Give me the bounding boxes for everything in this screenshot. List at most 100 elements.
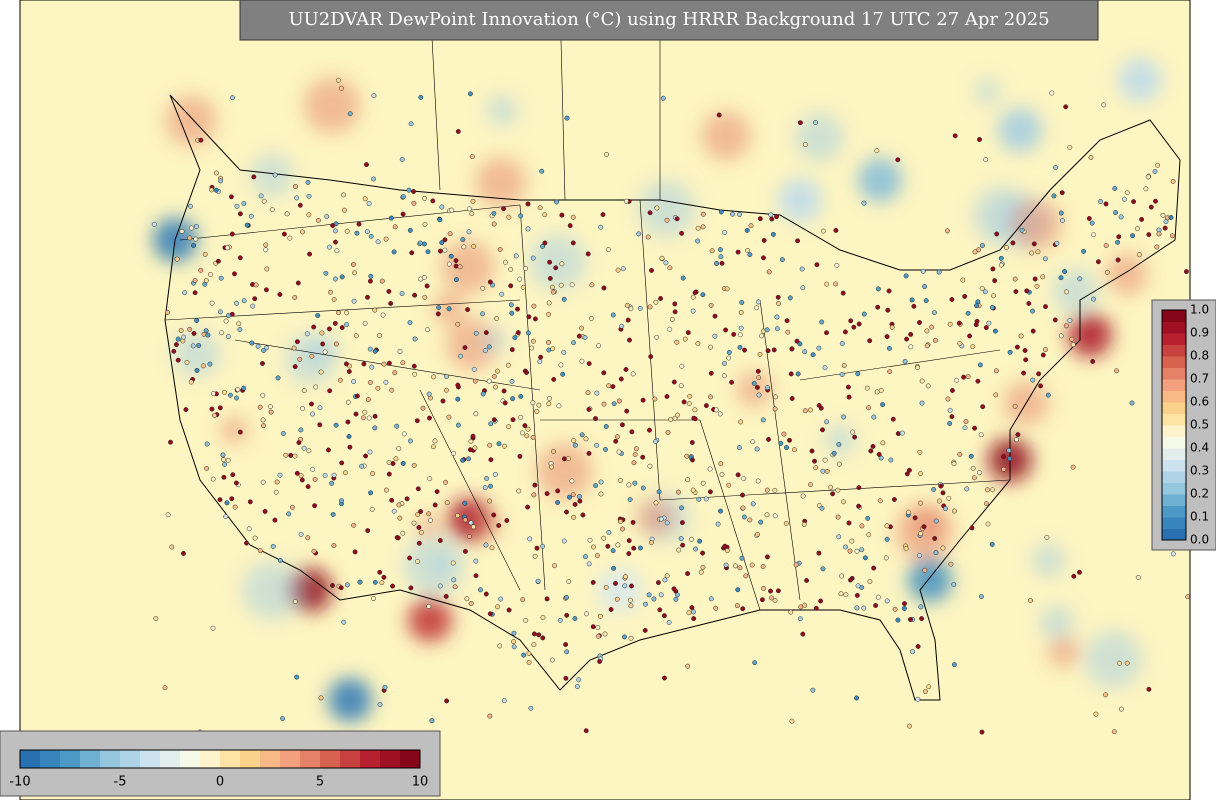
- observation-dot: [315, 217, 321, 223]
- colorbar-segment: [1162, 413, 1186, 426]
- observation-dot: [223, 318, 229, 324]
- observation-dot: [400, 211, 406, 217]
- observation-dot: [450, 560, 456, 566]
- observation-dot: [174, 256, 180, 262]
- observation-dot: [833, 227, 839, 233]
- observation-dot: [841, 363, 847, 369]
- observation-dot: [153, 616, 159, 621]
- observation-dot: [257, 404, 263, 410]
- observation-dot: [451, 577, 457, 583]
- observation-dot: [622, 583, 628, 589]
- observation-dot: [1042, 256, 1048, 262]
- observation-dot: [970, 344, 976, 350]
- observation-dot: [426, 511, 432, 517]
- observation-dot: [800, 285, 806, 291]
- observation-dot: [976, 247, 982, 253]
- observation-dot: [416, 540, 422, 546]
- observation-dot: [515, 330, 521, 336]
- observation-dot: [606, 383, 612, 389]
- observation-dot: [590, 624, 596, 630]
- observation-dot: [511, 630, 517, 636]
- observation-dot: [593, 483, 599, 489]
- colorbar-tick-label: 0: [216, 775, 224, 790]
- observation-dot: [351, 298, 357, 304]
- field-blob: [911, 506, 946, 541]
- observation-dot: [667, 326, 673, 332]
- observation-dot: [818, 598, 824, 604]
- observation-dot: [370, 471, 376, 476]
- observation-dot: [712, 313, 718, 319]
- observation-dot: [330, 512, 336, 517]
- observation-dot: [866, 532, 872, 538]
- observation-dot: [793, 562, 799, 568]
- observation-dot: [802, 349, 808, 355]
- observation-dot: [486, 378, 492, 384]
- observation-dot: [519, 430, 525, 436]
- observation-dot: [1134, 226, 1140, 232]
- observation-dot: [380, 312, 386, 318]
- observation-dot: [813, 120, 818, 125]
- observation-dot: [1077, 569, 1082, 575]
- observation-dot: [586, 406, 592, 412]
- observation-dot: [1063, 323, 1069, 329]
- observation-dot: [364, 162, 369, 168]
- observation-dot: [526, 314, 532, 320]
- field-blob: [736, 371, 772, 407]
- observation-dot: [757, 351, 763, 357]
- observation-dot: [184, 359, 190, 365]
- observation-dot: [629, 429, 635, 435]
- coastline: [164, 94, 1181, 701]
- observation-dot: [1053, 165, 1059, 170]
- observation-dot: [598, 491, 604, 497]
- observation-dot: [676, 489, 681, 495]
- observation-dot: [194, 318, 200, 323]
- observation-dot: [462, 345, 468, 351]
- observation-dot: [397, 349, 403, 355]
- observation-dot: [871, 565, 877, 571]
- observation-dot: [602, 631, 608, 637]
- observation-dot: [435, 311, 441, 317]
- observation-dot: [227, 392, 233, 398]
- field-blob: [975, 78, 1001, 105]
- observation-dot: [425, 249, 431, 255]
- observation-dot: [570, 492, 576, 498]
- observation-dot: [395, 535, 401, 541]
- observation-dot: [484, 475, 490, 481]
- observation-dot: [1135, 574, 1141, 580]
- observation-dot: [168, 439, 173, 445]
- observation-dot: [473, 558, 479, 564]
- observation-dot: [335, 77, 341, 83]
- observation-dot: [875, 304, 881, 310]
- observation-dot: [1071, 573, 1077, 579]
- colorbar-segment: [1162, 528, 1186, 541]
- observation-dot: [462, 517, 468, 523]
- observation-dot: [912, 515, 918, 521]
- observation-dot: [322, 349, 328, 355]
- observation-dot: [980, 404, 986, 410]
- observation-dot: [509, 378, 515, 384]
- observation-dot: [333, 276, 338, 282]
- field-blob: [476, 512, 502, 538]
- observation-dot: [333, 422, 339, 428]
- field-blob: [598, 568, 642, 612]
- observation-dot: [653, 439, 658, 444]
- observation-dot: [595, 633, 601, 639]
- observation-dot: [671, 379, 677, 385]
- observation-dot: [333, 239, 338, 245]
- field-blob: [1068, 313, 1112, 357]
- observation-dot: [972, 249, 978, 255]
- observation-dot: [483, 330, 489, 336]
- observation-dot: [252, 535, 258, 541]
- observation-dot: [674, 339, 680, 345]
- observation-dot: [925, 383, 931, 389]
- observation-dot: [230, 95, 235, 101]
- observation-dot: [388, 215, 394, 221]
- observations: [151, 77, 1190, 735]
- colorbar-tick-label: 5: [316, 775, 324, 790]
- observation-dot: [427, 415, 432, 421]
- observation-dot: [743, 573, 749, 579]
- observation-dot: [618, 376, 624, 382]
- observation-dot: [721, 373, 727, 379]
- observation-dot: [464, 596, 470, 602]
- field-blob: [1106, 253, 1148, 295]
